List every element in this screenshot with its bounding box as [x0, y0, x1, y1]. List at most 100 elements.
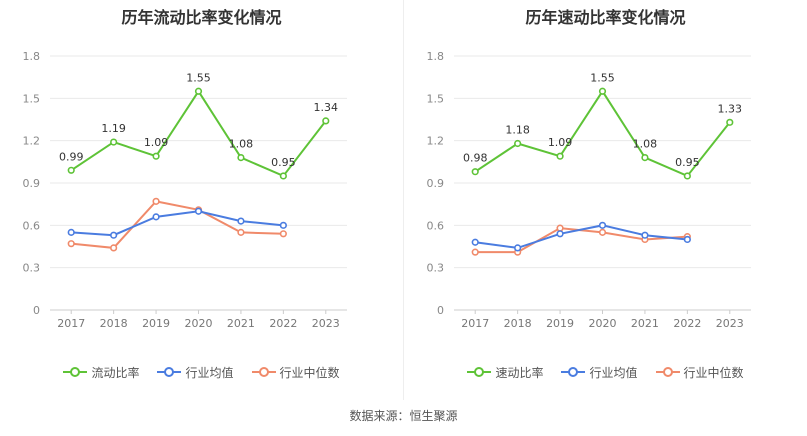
- chart-title: 历年流动比率变化情况: [121, 8, 282, 27]
- data-point: [514, 244, 522, 252]
- data-point: [683, 235, 691, 244]
- data-label: 1.18: [505, 123, 530, 136]
- series-line: [475, 224, 688, 249]
- data-point: [110, 138, 118, 146]
- x-tick-label: 2022: [269, 317, 297, 330]
- data-point: [279, 172, 287, 180]
- data-point: [67, 228, 75, 236]
- x-tick-label: 2021: [631, 317, 659, 330]
- y-tick-label: 1.5: [23, 92, 41, 105]
- data-point: [322, 117, 330, 125]
- y-tick-label: 1.5: [427, 92, 445, 105]
- legend-item[interactable]: 行业均值: [561, 364, 638, 381]
- data-point: [110, 231, 118, 239]
- data-point: [237, 217, 245, 225]
- y-tick-label: 1.8: [23, 50, 41, 63]
- data-point: [152, 213, 160, 221]
- data-label: 1.34: [314, 101, 339, 114]
- data-source-note: 数据来源：恒生聚源: [349, 409, 458, 423]
- series-line: [71, 200, 284, 249]
- data-point: [237, 228, 245, 236]
- y-tick-label: 0: [33, 304, 40, 317]
- data-label: 0.95: [271, 156, 296, 169]
- data-label: 1.33: [718, 102, 743, 115]
- x-tick-label: 2023: [312, 317, 340, 330]
- x-tick-label: 2019: [142, 317, 170, 330]
- panel-divider: [403, 0, 404, 400]
- legend-label: 流动比率: [91, 365, 140, 380]
- y-tick-label: 0.6: [23, 219, 41, 232]
- legend-marker-icon: [251, 366, 276, 378]
- x-tick-label: 2018: [504, 317, 532, 330]
- series-line: [71, 210, 284, 237]
- y-tick-label: 0.6: [427, 219, 445, 232]
- legend-marker-icon: [655, 366, 680, 378]
- chart-legend: 流动比率 行业均值 行业中位数: [0, 362, 403, 382]
- legend-label: 行业中位数: [279, 365, 340, 380]
- data-label: 1.19: [101, 122, 126, 135]
- data-point: [152, 197, 160, 205]
- y-tick-label: 1.2: [427, 135, 445, 148]
- data-point: [598, 87, 607, 95]
- data-point: [471, 248, 479, 256]
- data-point: [683, 172, 691, 180]
- legend-marker-icon: [63, 366, 88, 378]
- data-label: 1.08: [229, 138, 254, 151]
- y-tick-label: 1.8: [427, 50, 445, 63]
- legend-item[interactable]: 速动比率: [467, 364, 543, 381]
- data-point: [110, 244, 118, 252]
- line-chart-current-ratio: 0 0.3 0.6 0.9 1.2 1.5 1.8 2017 2018 2019 2020 2021 2…: [23, 50, 347, 330]
- y-tick-label: 0: [437, 304, 444, 317]
- data-label: 0.98: [463, 152, 488, 165]
- data-point: [279, 221, 287, 229]
- legend-item[interactable]: 行业中位数: [251, 364, 340, 381]
- x-tick-label: 2020: [185, 317, 213, 330]
- series-line: [475, 227, 688, 254]
- data-point: [67, 166, 75, 174]
- data-point: [514, 139, 522, 148]
- data-label: 1.09: [548, 136, 573, 149]
- data-point: [598, 228, 607, 236]
- y-tick-label: 0.3: [427, 262, 445, 275]
- chart-panel-current-ratio: 历年流动比率变化情况 0 0.3 0.6 0.9 1.2 1.5 1.8 2017 2018 20…: [0, 0, 403, 400]
- data-point: [556, 230, 564, 238]
- x-tick-label: 2023: [716, 317, 744, 330]
- x-tick-label: 2019: [546, 317, 574, 330]
- data-point: [152, 152, 160, 160]
- chart-legend: 速动比率 行业均值 行业中位数: [404, 362, 807, 382]
- data-point: [67, 240, 75, 248]
- data-point: [194, 87, 203, 95]
- data-label: 1.55: [186, 71, 211, 84]
- data-label: 0.99: [59, 150, 84, 163]
- data-label: 1.09: [144, 136, 169, 149]
- x-tick-label: 2021: [227, 317, 255, 330]
- data-point: [641, 231, 649, 239]
- legend-item[interactable]: 流动比率: [63, 364, 139, 381]
- chart-panel-quick-ratio: 历年速动比率变化情况 0 0.3 0.6 0.9 1.2 1.5 1.8 2017 2018 20…: [404, 0, 807, 400]
- x-tick-label: 2020: [589, 317, 617, 330]
- data-point: [556, 224, 564, 232]
- data-point: [556, 152, 564, 160]
- legend-item[interactable]: 行业均值: [157, 364, 234, 381]
- legend-item[interactable]: 行业中位数: [655, 364, 744, 381]
- data-point: [279, 230, 287, 238]
- data-point: [471, 238, 479, 246]
- data-label: 1.08: [633, 138, 658, 151]
- y-tick-label: 0.9: [427, 177, 445, 190]
- data-point: [471, 168, 479, 176]
- legend-label: 行业均值: [185, 365, 234, 380]
- line-chart-quick-ratio: 0 0.3 0.6 0.9 1.2 1.5 1.8 2017 2018 2019 2020 2021 2…: [427, 50, 751, 330]
- y-tick-label: 1.2: [23, 135, 41, 148]
- legend-label: 行业中位数: [683, 365, 744, 380]
- x-tick-label: 2022: [673, 317, 701, 330]
- legend-label: 行业均值: [589, 365, 638, 380]
- y-tick-label: 0.9: [23, 177, 41, 190]
- data-point: [237, 154, 245, 162]
- legend-label: 速动比率: [495, 365, 544, 380]
- data-point: [726, 118, 734, 126]
- legend-marker-icon: [467, 366, 492, 378]
- data-label: 1.55: [590, 71, 615, 84]
- y-tick-label: 0.3: [23, 262, 41, 275]
- data-point: [194, 207, 203, 215]
- data-point: [641, 154, 649, 162]
